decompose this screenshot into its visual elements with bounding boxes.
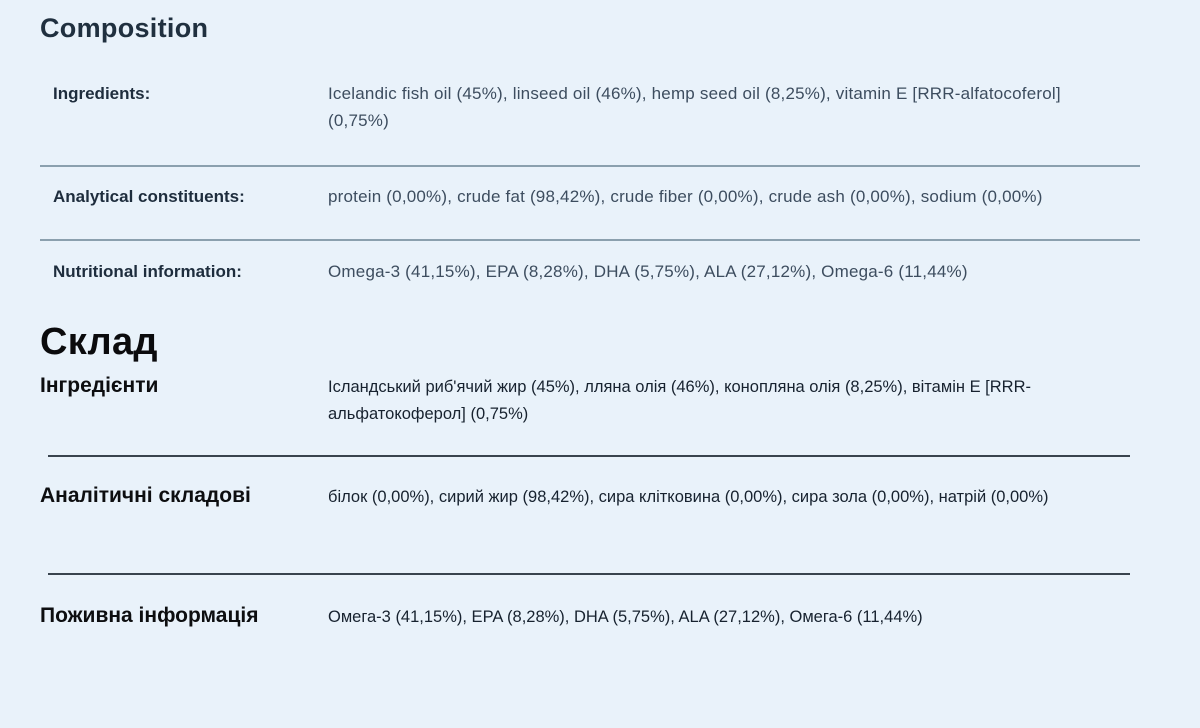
row-value-ingredienty: Ісландський риб'ячий жир (45%), лляна ол… xyxy=(328,378,1031,423)
section-title-composition: Composition xyxy=(40,13,209,43)
composition-table-en: Ingredients: Icelandic fish oil (45%), l… xyxy=(40,80,1140,285)
table-row-ingredienty: Інгредієнти Ісландський риб'ячий жир (45… xyxy=(40,371,1140,455)
table-row-analitychni-skladovi: Аналітичні складові білок (0,00%), сирий… xyxy=(40,457,1140,573)
row-value-pozhyvna-informatsiia: Омега-3 (41,15%), EPA (8,28%), DHA (5,75… xyxy=(328,608,923,626)
row-value-ingredients: Icelandic fish oil (45%), linseed oil (4… xyxy=(328,84,1061,130)
table-row-pozhyvna-informatsiia: Поживна інформація Омега-3 (41,15%), EPA… xyxy=(40,575,1140,631)
section-title-sklad: Склад xyxy=(40,321,158,363)
row-label-pozhyvna-informatsiia: Поживна інформація xyxy=(40,604,259,627)
table-row-ingredients: Ingredients: Icelandic fish oil (45%), l… xyxy=(40,80,1140,165)
row-label-analitychni-skladovi: Аналітичні складові xyxy=(40,484,251,507)
composition-page: Composition Ingredients: Icelandic fish … xyxy=(0,8,1200,728)
row-label-analytical-constituents: Analytical constituents: xyxy=(53,187,245,206)
row-value-analitychni-skladovi: білок (0,00%), сирий жир (98,42%), сира … xyxy=(328,488,1049,506)
row-label-ingredienty: Інгредієнти xyxy=(40,374,159,397)
divider xyxy=(48,573,1130,575)
row-label-ingredients: Ingredients: xyxy=(53,84,151,103)
table-row-nutritional-information: Nutritional information: Omega-3 (41,15%… xyxy=(40,241,1140,285)
divider xyxy=(40,239,1140,241)
divider xyxy=(48,455,1130,457)
composition-section-uk: Склад Інгредієнти Ісландський риб'ячий ж… xyxy=(40,319,1140,631)
row-value-nutritional-information: Omega-3 (41,15%), EPA (8,28%), DHA (5,75… xyxy=(328,262,968,281)
table-row-analytical-constituents: Analytical constituents: protein (0,00%)… xyxy=(40,167,1140,239)
composition-table-uk: Інгредієнти Ісландський риб'ячий жир (45… xyxy=(40,371,1140,631)
row-value-analytical-constituents: protein (0,00%), crude fat (98,42%), cru… xyxy=(328,187,1043,206)
divider xyxy=(40,165,1140,167)
composition-section-en: Composition Ingredients: Icelandic fish … xyxy=(40,8,1140,285)
row-label-nutritional-information: Nutritional information: xyxy=(53,262,242,281)
